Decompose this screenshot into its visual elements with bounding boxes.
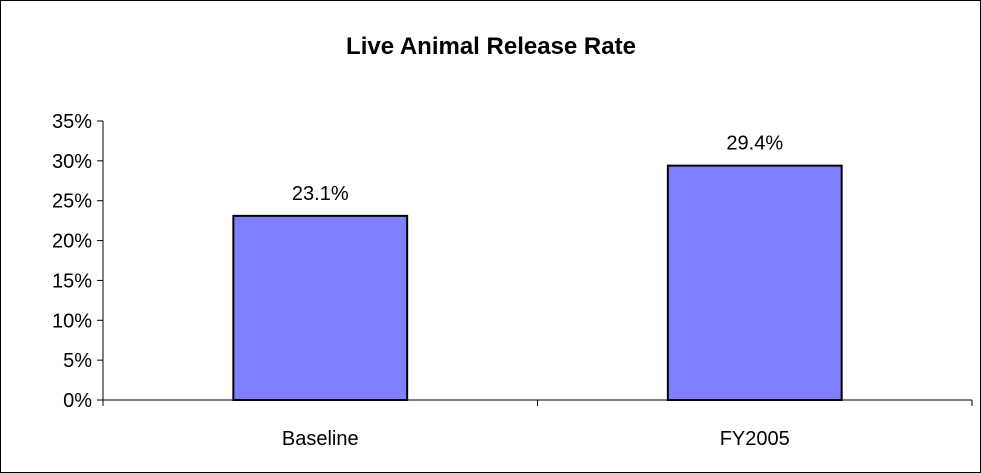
y-tick-label: 5%: [63, 350, 92, 372]
y-tick-label: 15%: [52, 270, 92, 292]
x-tick-label: FY2005: [720, 428, 790, 450]
data-label: 23.1%: [292, 183, 349, 205]
chart-title: Live Animal Release Rate: [346, 33, 636, 60]
data-label: 29.4%: [726, 133, 783, 155]
y-tick-label: 35%: [52, 111, 92, 133]
x-axis: Baseline FY2005: [102, 399, 973, 450]
y-tick-label: 30%: [52, 151, 92, 173]
bar-fy2005: [666, 164, 843, 401]
y-tick-label: 25%: [52, 191, 92, 213]
x-tick-label: Baseline: [282, 428, 359, 450]
y-tick-label: 20%: [52, 231, 92, 253]
bars: 23.1% 29.4%: [232, 133, 843, 401]
y-tick-label: 10%: [52, 310, 92, 332]
y-axis: 0% 5% 10% 15% 20% 25% 30% 35%: [52, 111, 104, 412]
bar-baseline: [232, 214, 409, 401]
y-tick-label: 0%: [63, 390, 92, 412]
